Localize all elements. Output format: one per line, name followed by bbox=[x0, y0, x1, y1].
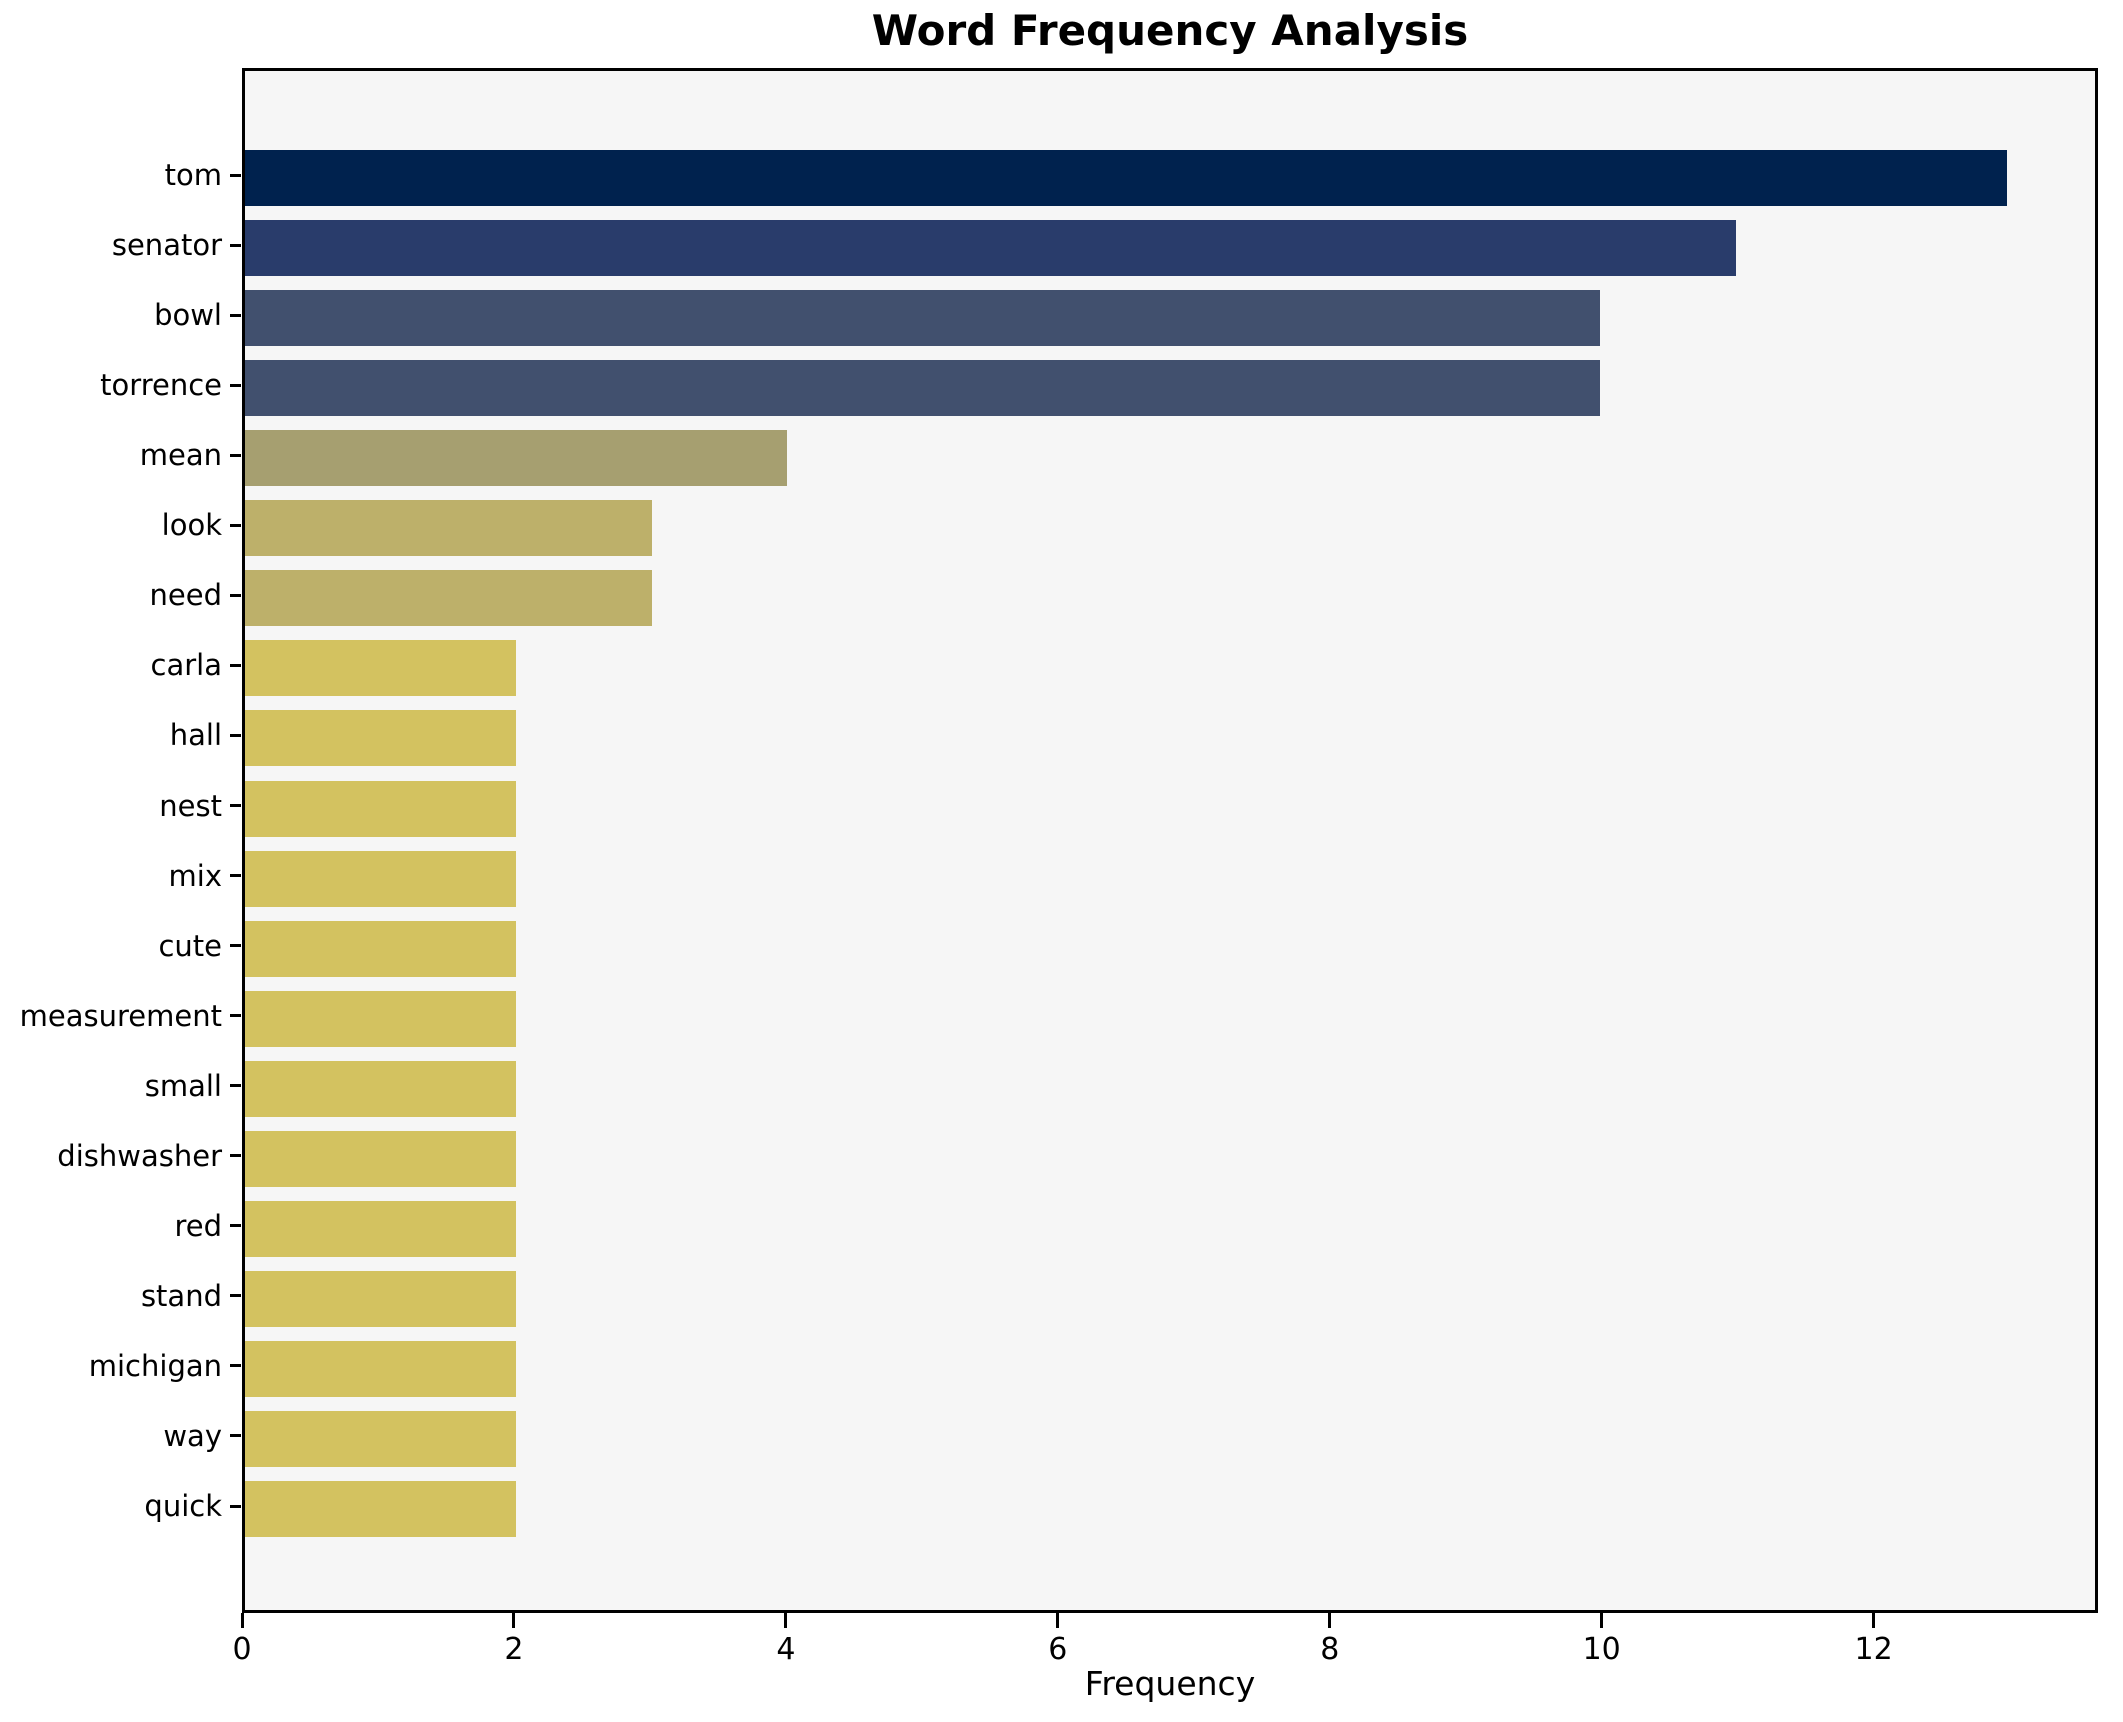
x-tick-label-8: 8 bbox=[1320, 1632, 1340, 1667]
x-tick-label-2: 2 bbox=[504, 1632, 524, 1667]
y-tick-label-need: need bbox=[149, 578, 222, 613]
y-tick-label-hall: hall bbox=[169, 718, 222, 753]
x-tick-mark bbox=[784, 1613, 788, 1628]
y-tick-mark bbox=[230, 804, 241, 807]
y-tick-label-nest: nest bbox=[159, 788, 222, 823]
y-tick-label-quick: quick bbox=[144, 1489, 222, 1523]
bar-small bbox=[245, 1060, 517, 1117]
y-tick-label-measurement: measurement bbox=[19, 998, 222, 1033]
y-tick-label-torrence: torrence bbox=[100, 368, 222, 403]
y-tick-label-tom: tom bbox=[164, 158, 222, 192]
x-axis-label: Frequency bbox=[1084, 1664, 1256, 1703]
y-tick-mark bbox=[230, 733, 241, 737]
bar-tom bbox=[245, 150, 2007, 206]
bar-hall bbox=[245, 710, 517, 767]
bar-way bbox=[245, 1410, 517, 1467]
y-tick-mark bbox=[230, 1014, 241, 1018]
bar-red bbox=[245, 1200, 517, 1257]
y-tick-label-bowl: bowl bbox=[154, 298, 222, 333]
x-tick-label-12: 12 bbox=[1854, 1632, 1893, 1667]
x-tick-mark bbox=[1600, 1613, 1604, 1628]
y-tick-label-senator: senator bbox=[111, 228, 222, 263]
y-tick-mark bbox=[230, 243, 241, 247]
y-tick-label-cute: cute bbox=[158, 928, 222, 963]
bar-bowl bbox=[245, 290, 1601, 347]
y-tick-mark bbox=[230, 1504, 241, 1508]
y-tick-mark bbox=[230, 173, 241, 177]
y-tick-mark bbox=[230, 1364, 241, 1368]
x-tick-label-10: 10 bbox=[1582, 1632, 1621, 1667]
y-tick-label-stand: stand bbox=[140, 1278, 222, 1313]
y-tick-mark bbox=[230, 1224, 241, 1228]
bar-look bbox=[245, 500, 652, 557]
bars-container bbox=[245, 71, 2095, 1610]
bar-measurement bbox=[245, 990, 517, 1047]
y-tick-mark bbox=[230, 1084, 241, 1088]
bar-mix bbox=[245, 850, 517, 907]
x-tick-mark bbox=[1328, 1613, 1332, 1628]
x-tick-mark bbox=[240, 1613, 244, 1628]
bar-dishwasher bbox=[245, 1130, 517, 1187]
y-tick-mark bbox=[230, 874, 241, 877]
y-tick-label-dishwasher: dishwasher bbox=[57, 1138, 222, 1173]
y-tick-label-michigan: michigan bbox=[88, 1348, 222, 1383]
y-tick-mark bbox=[230, 313, 241, 317]
y-tick-label-small: small bbox=[144, 1068, 222, 1103]
bar-michigan bbox=[245, 1340, 517, 1397]
x-tick-mark bbox=[1056, 1613, 1060, 1628]
chart-title: Word Frequency Analysis bbox=[871, 6, 1469, 55]
x-tick-label-6: 6 bbox=[1048, 1632, 1068, 1667]
y-tick-label-mean: mean bbox=[139, 438, 222, 473]
y-tick-mark bbox=[230, 523, 241, 527]
bar-need bbox=[245, 570, 652, 627]
y-tick-mark bbox=[230, 383, 241, 387]
x-tick-label-0: 0 bbox=[232, 1632, 252, 1667]
bar-carla bbox=[245, 640, 517, 697]
y-tick-label-look: look bbox=[161, 508, 222, 543]
y-tick-label-mix: mix bbox=[168, 858, 222, 893]
bar-mean bbox=[245, 430, 788, 487]
y-tick-mark bbox=[230, 663, 241, 667]
bar-senator bbox=[245, 220, 1736, 277]
bar-torrence bbox=[245, 360, 1601, 417]
y-tick-mark bbox=[230, 1294, 241, 1298]
y-tick-label-way: way bbox=[163, 1418, 222, 1453]
bar-stand bbox=[245, 1270, 517, 1327]
y-tick-label-carla: carla bbox=[150, 648, 222, 683]
y-tick-mark bbox=[230, 1434, 241, 1438]
x-tick-mark bbox=[512, 1613, 516, 1628]
y-tick-mark bbox=[230, 593, 241, 597]
plot-area bbox=[242, 68, 2098, 1613]
y-tick-mark bbox=[230, 453, 241, 457]
y-tick-mark bbox=[230, 1154, 241, 1158]
y-tick-label-red: red bbox=[174, 1208, 222, 1243]
bar-nest bbox=[245, 780, 517, 837]
y-tick-mark bbox=[230, 944, 241, 948]
bar-quick bbox=[245, 1481, 517, 1537]
x-tick-label-4: 4 bbox=[776, 1632, 796, 1667]
x-tick-mark bbox=[1872, 1613, 1876, 1628]
bar-cute bbox=[245, 920, 517, 977]
